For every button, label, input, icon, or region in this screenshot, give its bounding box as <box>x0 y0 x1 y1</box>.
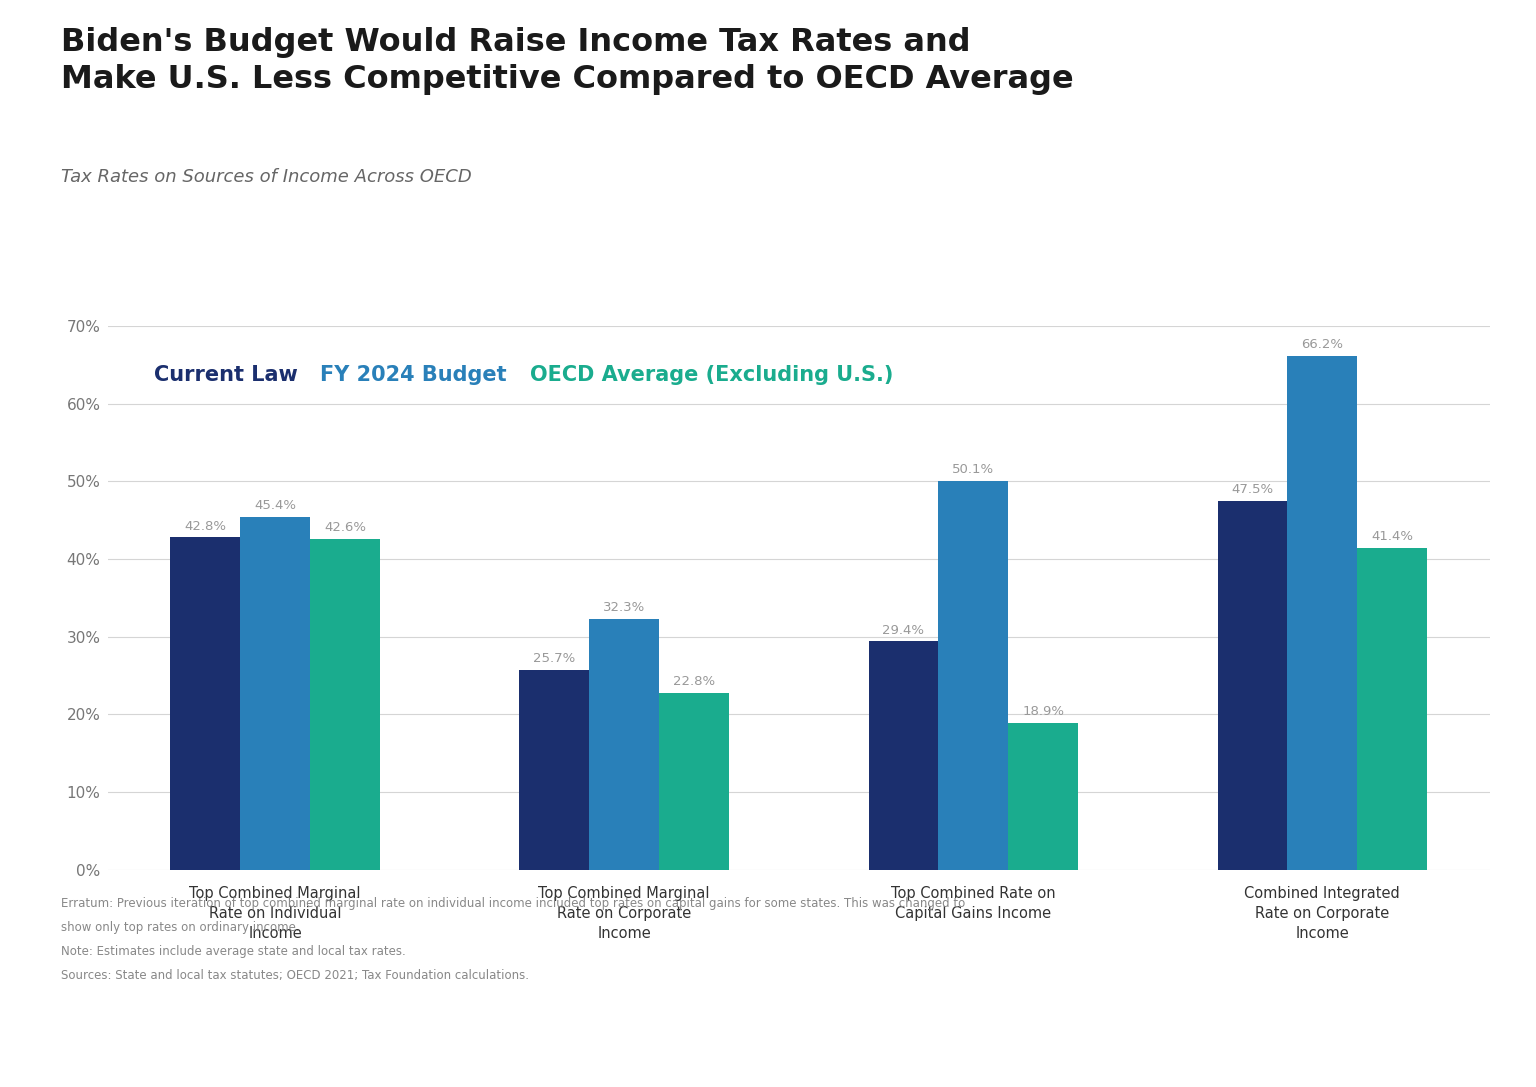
Bar <box>1358 548 1427 870</box>
Text: Erratum: Previous iteration of top combined marginal rate on individual income i: Erratum: Previous iteration of top combi… <box>61 897 966 910</box>
Text: Note: Estimates include average state and local tax rates.: Note: Estimates include average state an… <box>61 945 406 958</box>
Text: 42.6%: 42.6% <box>324 521 366 534</box>
Text: OECD Average (Excluding U.S.): OECD Average (Excluding U.S.) <box>530 365 894 385</box>
Text: 47.5%: 47.5% <box>1232 483 1273 496</box>
Text: 41.4%: 41.4% <box>1372 530 1413 544</box>
Bar <box>868 641 938 870</box>
Text: 66.2%: 66.2% <box>1301 338 1344 351</box>
Bar <box>659 692 730 870</box>
Bar <box>938 480 1008 870</box>
Text: Tax Rates on Sources of Income Across OECD: Tax Rates on Sources of Income Across OE… <box>61 168 472 187</box>
Text: FY 2024 Budget: FY 2024 Budget <box>321 365 507 385</box>
Text: 18.9%: 18.9% <box>1021 705 1064 719</box>
Bar <box>170 537 240 870</box>
Text: Current Law: Current Law <box>154 365 298 385</box>
Text: 50.1%: 50.1% <box>952 463 994 476</box>
Text: Sources: State and local tax statutes; OECD 2021; Tax Foundation calculations.: Sources: State and local tax statutes; O… <box>61 969 530 982</box>
Text: show only top rates on ordinary income.: show only top rates on ordinary income. <box>61 921 300 934</box>
Text: 25.7%: 25.7% <box>533 652 576 665</box>
Text: 32.3%: 32.3% <box>604 601 645 614</box>
Text: 22.8%: 22.8% <box>673 675 716 688</box>
Text: 45.4%: 45.4% <box>253 499 296 512</box>
Bar <box>519 670 590 870</box>
Bar <box>1008 723 1078 870</box>
Text: TAX FOUNDATION: TAX FOUNDATION <box>38 1040 232 1060</box>
Text: 42.8%: 42.8% <box>184 520 226 533</box>
Bar <box>310 539 379 870</box>
Bar <box>1287 355 1358 870</box>
Bar <box>240 517 310 870</box>
Text: 29.4%: 29.4% <box>883 624 925 637</box>
Bar <box>590 619 659 870</box>
Text: Biden's Budget Would Raise Income Tax Rates and
Make U.S. Less Competitive Compa: Biden's Budget Would Raise Income Tax Ra… <box>61 27 1074 96</box>
Bar <box>1218 501 1287 870</box>
Text: @TaxFoundation: @TaxFoundation <box>1332 1041 1498 1059</box>
